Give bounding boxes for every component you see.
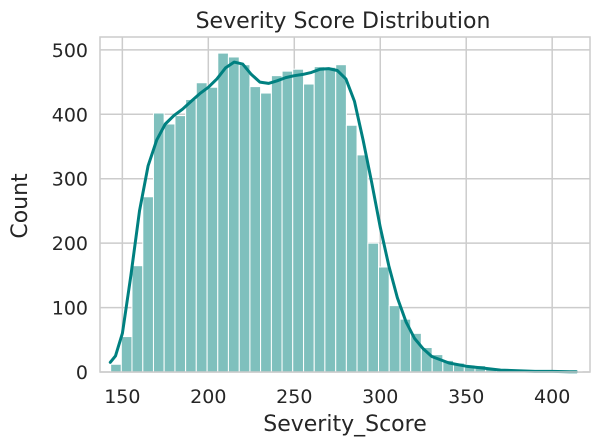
y-tick-label: 300 <box>52 169 88 191</box>
x-tick-label: 200 <box>190 386 226 408</box>
histogram-bar <box>227 56 240 373</box>
x-tick-label: 250 <box>276 386 312 408</box>
kde-line <box>108 60 578 374</box>
histogram-bar <box>249 86 262 373</box>
histogram-bar <box>356 154 369 373</box>
histogram-bar <box>238 64 251 373</box>
histogram-bar <box>367 242 380 373</box>
x-tick-label: 300 <box>362 386 398 408</box>
histogram-bar <box>152 112 165 373</box>
histogram-bar <box>260 92 272 373</box>
x-axis-ticks: 150 200 250 300 350 400 <box>104 386 570 408</box>
histogram-bar <box>270 75 283 373</box>
histogram-bar <box>195 82 208 373</box>
histogram-bar <box>163 123 176 373</box>
histogram-bar <box>217 52 229 373</box>
x-tick-label: 400 <box>534 386 570 408</box>
y-tick-label: 0 <box>76 362 88 384</box>
histogram-bar <box>292 68 305 373</box>
y-axis-ticks: 0 100 200 300 400 500 <box>52 40 88 384</box>
y-tick-label: 500 <box>52 40 88 62</box>
histogram-bar <box>206 86 219 373</box>
histogram-bar <box>324 66 337 373</box>
plot-frame <box>99 36 591 373</box>
histogram-bar <box>142 196 154 373</box>
x-tick-label: 350 <box>448 386 484 408</box>
x-axis-title: Severity_Score <box>263 412 426 437</box>
histogram-bar <box>110 363 122 373</box>
histogram-bar <box>345 124 358 373</box>
x-tick-label: 150 <box>104 386 140 408</box>
histogram-bar <box>335 64 347 373</box>
chart-title: Severity Score Distribution <box>196 9 491 34</box>
histogram-bar <box>378 266 390 373</box>
histogram-bar <box>174 115 187 373</box>
histogram-bar <box>281 70 294 373</box>
histogram-bar <box>303 83 315 373</box>
histogram-bar <box>120 336 133 373</box>
histogram-bar <box>388 305 401 373</box>
histogram-bars <box>110 52 583 373</box>
histogram-bar <box>131 265 144 373</box>
histogram-bar <box>313 66 326 373</box>
y-tick-label: 400 <box>52 104 88 126</box>
histogram-bar <box>185 98 197 373</box>
y-tick-label: 100 <box>52 298 88 320</box>
y-axis-title: Count <box>8 173 33 239</box>
y-tick-label: 200 <box>52 233 88 255</box>
